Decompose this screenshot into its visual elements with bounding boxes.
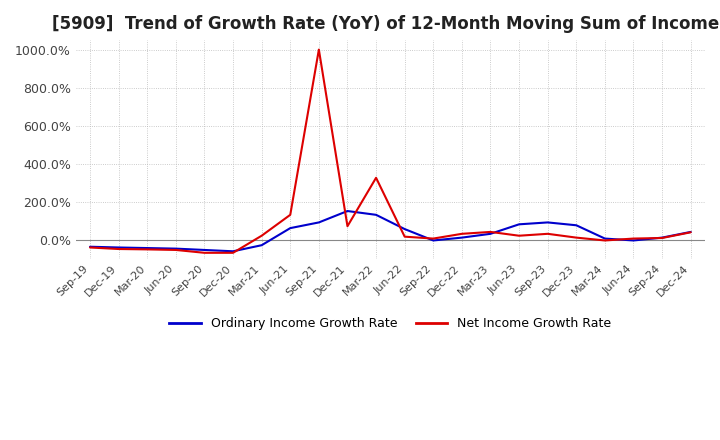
Net Income Growth Rate [600, 238, 609, 243]
Ordinary Income Growth Rate [544, 220, 552, 225]
Net Income Growth Rate [457, 231, 466, 236]
Net Income Growth Rate [315, 47, 323, 52]
Ordinary Income Growth Rate [572, 223, 580, 228]
Line: Ordinary Income Growth Rate: Ordinary Income Growth Rate [90, 211, 690, 251]
Net Income Growth Rate [257, 233, 266, 238]
Net Income Growth Rate [629, 236, 638, 241]
Net Income Growth Rate [686, 230, 695, 235]
Ordinary Income Growth Rate [143, 246, 152, 251]
Line: Net Income Growth Rate: Net Income Growth Rate [90, 50, 690, 253]
Ordinary Income Growth Rate [600, 236, 609, 241]
Ordinary Income Growth Rate [86, 244, 94, 249]
Ordinary Income Growth Rate [343, 209, 352, 214]
Ordinary Income Growth Rate [457, 235, 466, 240]
Ordinary Income Growth Rate [629, 238, 638, 243]
Ordinary Income Growth Rate [400, 227, 409, 232]
Net Income Growth Rate [114, 246, 123, 252]
Ordinary Income Growth Rate [658, 235, 667, 240]
Net Income Growth Rate [229, 250, 238, 256]
Net Income Growth Rate [372, 175, 380, 180]
Net Income Growth Rate [658, 235, 667, 241]
Title: [5909]  Trend of Growth Rate (YoY) of 12-Month Moving Sum of Incomes: [5909] Trend of Growth Rate (YoY) of 12-… [52, 15, 720, 33]
Net Income Growth Rate [343, 224, 352, 229]
Net Income Growth Rate [515, 233, 523, 238]
Net Income Growth Rate [400, 234, 409, 239]
Ordinary Income Growth Rate [686, 229, 695, 235]
Net Income Growth Rate [286, 212, 294, 217]
Ordinary Income Growth Rate [286, 225, 294, 231]
Ordinary Income Growth Rate [372, 212, 380, 217]
Ordinary Income Growth Rate [486, 231, 495, 236]
Net Income Growth Rate [486, 229, 495, 235]
Ordinary Income Growth Rate [257, 242, 266, 248]
Net Income Growth Rate [572, 235, 580, 240]
Ordinary Income Growth Rate [429, 238, 438, 243]
Net Income Growth Rate [86, 245, 94, 250]
Net Income Growth Rate [544, 231, 552, 236]
Ordinary Income Growth Rate [315, 220, 323, 225]
Ordinary Income Growth Rate [200, 247, 209, 253]
Ordinary Income Growth Rate [515, 222, 523, 227]
Net Income Growth Rate [429, 236, 438, 241]
Legend: Ordinary Income Growth Rate, Net Income Growth Rate: Ordinary Income Growth Rate, Net Income … [164, 312, 616, 335]
Ordinary Income Growth Rate [229, 249, 238, 254]
Net Income Growth Rate [200, 250, 209, 256]
Ordinary Income Growth Rate [171, 246, 180, 251]
Net Income Growth Rate [143, 247, 152, 252]
Ordinary Income Growth Rate [114, 245, 123, 250]
Net Income Growth Rate [171, 247, 180, 253]
